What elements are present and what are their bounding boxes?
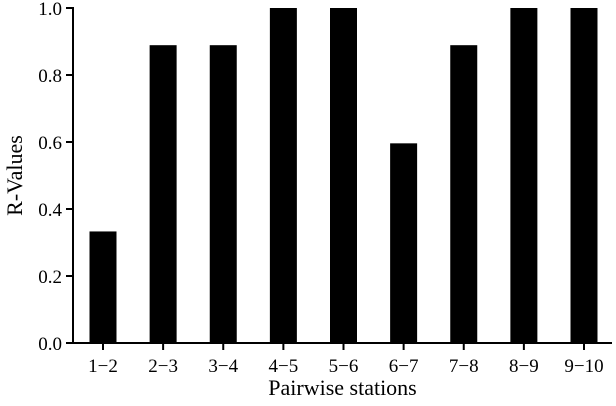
x-axis-label: Pairwise stations [268,375,417,400]
y-ticks-group: 0.0 0.2 0.4 0.6 0.8 1.0 [38,0,73,355]
bars-group [89,8,598,344]
bar-4 [269,8,297,343]
x-tick-label: 3−4 [208,356,238,377]
y-tick-label: 0.4 [38,200,62,221]
x-ticks-group: 1−2 2−3 3−4 4−5 5−6 6−7 7−8 8−9 9−10 [88,343,604,377]
bar-2 [149,45,177,344]
bar-6 [390,143,418,343]
bar-7 [450,45,478,344]
axes-group [72,7,612,344]
y-tick-label: 0.0 [38,334,62,355]
y-tick-label: 1.0 [38,0,62,20]
bar-3 [209,45,237,344]
x-tick-label: 6−7 [389,356,419,377]
x-tick-label: 2−3 [148,356,178,377]
x-tick-label: 4−5 [269,356,299,377]
bar-9 [570,8,598,343]
y-tick-label: 0.8 [38,66,62,87]
bar-1 [89,231,117,343]
x-tick-label: 1−2 [88,356,118,377]
x-tick-label: 5−6 [329,356,359,377]
y-axis-label: R-Values [2,135,27,216]
x-tick-label: 7−8 [449,356,479,377]
y-tick-label: 0.2 [38,267,62,288]
y-tick-label: 0.6 [38,133,62,154]
bar-8 [510,8,538,343]
bar-5 [330,8,357,343]
x-tick-label: 9−10 [564,356,603,377]
x-tick-label: 8−9 [509,356,539,377]
